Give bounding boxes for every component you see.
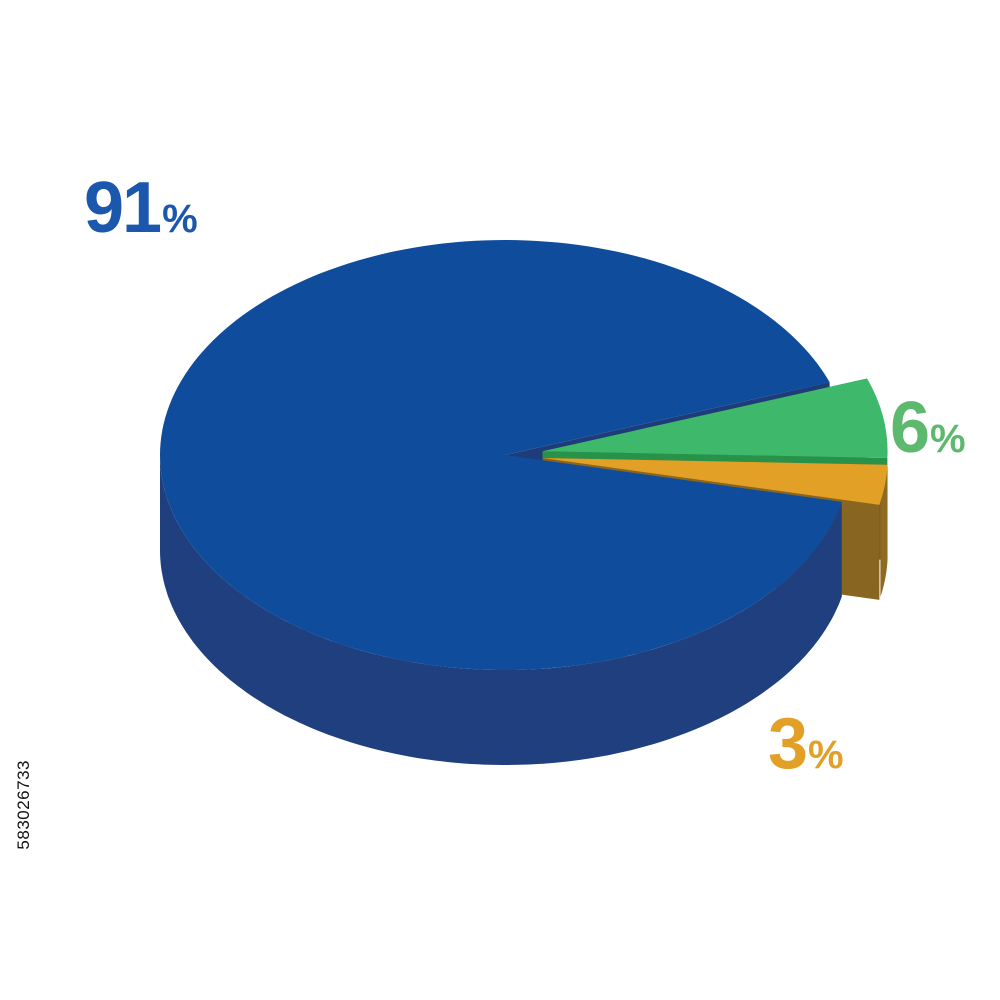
slice-side-blue — [160, 452, 842, 765]
slice-label-number: 3 — [768, 704, 808, 784]
slice-top-orange — [542, 457, 888, 505]
slice-top-blue — [159, 240, 842, 671]
slice-label-unit: % — [162, 197, 198, 241]
pie-tops — [159, 240, 888, 671]
slice-top-green — [542, 378, 888, 458]
slice-label-number: 91 — [84, 168, 162, 248]
slice-label-unit: % — [808, 733, 844, 777]
stock-id-watermark: 583026733 — [14, 760, 33, 850]
slice-label-91: 91% — [84, 172, 198, 244]
slice-label-unit: % — [930, 417, 966, 461]
slice-label-3: 3% — [768, 708, 844, 780]
slice-side-orange — [880, 464, 888, 597]
slice-label-number: 6 — [890, 388, 930, 468]
slice-label-6: 6% — [890, 392, 966, 464]
